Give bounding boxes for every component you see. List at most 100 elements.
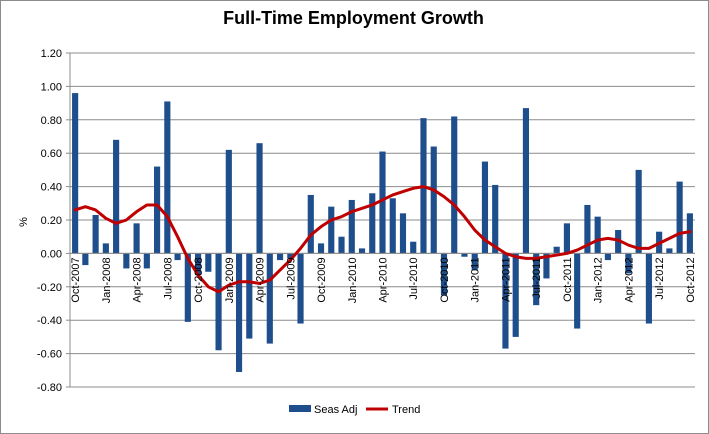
bar-seas-adj [307,194,314,254]
bar-seas-adj [358,248,366,254]
bar-seas-adj [522,108,530,254]
y-tick-label: 1.20 [41,48,62,60]
bar-seas-adj [399,213,407,254]
bar-seas-adj [164,101,171,254]
x-tick-label: Apr-2010 [378,257,390,302]
y-axis-label: % [18,217,30,227]
bar-seas-adj [471,253,478,271]
bar-seas-adj [604,253,611,261]
bar-seas-adj [502,253,509,349]
bar-seas-adj [297,253,304,324]
y-tick-label: -0.20 [37,282,62,294]
y-tick-label: -0.60 [37,349,62,361]
bar-seas-adj [461,253,468,257]
bar-seas-adj [563,223,570,254]
bar-seas-adj [235,253,243,372]
bar-seas-adj [584,204,591,254]
bar-seas-adj [348,199,355,254]
bar-seas-adj [143,253,150,269]
y-tick-label: -0.40 [37,315,62,327]
x-tick-labels: Oct-2007 Jan-2008 Apr-2008 Jul-2008 Oct-2008… [70,257,697,303]
bar-seas-adj [225,149,232,254]
y-tick-label: 0.00 [41,248,62,260]
bar-seas-adj [215,253,222,351]
bar-seas-adj [512,253,519,337]
bar-seas-adj [451,116,458,254]
x-tick-label: Oct-2012 [685,257,697,302]
bar-seas-adj [154,166,161,254]
bar-seas-adj [328,206,335,254]
bar-seas-adj [276,253,284,261]
legend-seas-adj-label: Seas Adj [314,404,357,416]
x-tick-label: Oct-2007 [70,257,82,302]
x-tick-label: Apr-2009 [255,257,267,302]
bar-seas-adj [492,184,499,254]
x-tick-label: Jul-2012 [654,257,666,299]
bar-seas-adj [543,253,550,279]
bar-seas-adj [102,243,109,254]
y-tick-label: 0.40 [41,182,62,194]
bar-seas-adj [430,146,437,254]
bar-seas-adj [133,223,140,254]
bar-seas-adj [317,243,325,254]
bar-seas-adj [615,230,622,254]
bar-seas-adj [287,253,294,259]
bar-seas-adj [645,253,652,324]
x-tick-label: Oct-2008 [193,257,205,302]
bar-seas-adj [389,198,396,254]
bar-seas-adj [195,253,202,276]
x-tick-label: Jan-2012 [593,257,605,303]
axes [66,52,695,388]
bar-seas-adj [369,193,376,254]
x-tick-label: Jan-2008 [101,257,113,303]
bar-seas-adj [594,216,601,254]
legend-trend-label: Trend [392,404,420,416]
bar-seas-adj [574,253,581,329]
bar-seas-adj [440,253,448,296]
x-tick-label: Jul-2010 [408,257,420,299]
x-tick-label: Jul-2008 [162,257,174,299]
y-tick-labels: 1.20 1.00 0.80 0.60 0.40 0.20 0.00 -0.20 -0.40 -0… [37,48,62,394]
bar-seas-adj [635,169,642,254]
x-tick-label: Jan-2011 [470,257,482,302]
x-tick-label: Oct-2011 [562,257,574,301]
bar-seas-adj [379,151,386,254]
seas-adj-bars [72,93,693,372]
bar-seas-adj [205,253,212,272]
bar-seas-adj [338,236,345,254]
bar-seas-adj [533,253,540,306]
bar-seas-adj [666,248,673,254]
y-tick-label: 1.00 [41,81,62,93]
x-tick-label: Oct-2009 [316,257,328,302]
y-tick-label: 0.80 [41,115,62,127]
x-tick-label: Apr-2011 [500,257,512,301]
bar-seas-adj [82,253,89,266]
trend-line [73,185,692,294]
y-tick-label: 0.60 [41,148,62,160]
bar-seas-adj [686,213,693,254]
bar-seas-adj [256,143,263,254]
bar-seas-adj [625,253,632,274]
bar-seas-adj [481,161,489,254]
bar-seas-adj [266,253,273,344]
x-tick-label: Jan-2010 [347,257,359,303]
bar-seas-adj [410,241,417,254]
y-tick-label: -0.80 [37,382,62,394]
legend-seas-adj-swatch [289,405,311,412]
x-tick-label: Apr-2012 [623,257,635,302]
x-tick-label: Apr-2008 [132,257,144,302]
legend: Seas Adj Trend [289,404,420,416]
x-tick-label: Jul-2009 [285,257,297,299]
trend-line-group [73,185,692,294]
bar-seas-adj [113,139,120,254]
bar-seas-adj [676,181,683,254]
bar-seas-adj [123,253,130,269]
x-tick-label: Jul-2011 [531,257,543,298]
bar-seas-adj [184,253,191,322]
bar-seas-adj [174,253,181,261]
bar-seas-adj [72,93,79,254]
bar-seas-adj [553,246,560,254]
y-tick-label: 0.20 [41,215,62,227]
bar-seas-adj [92,214,99,254]
